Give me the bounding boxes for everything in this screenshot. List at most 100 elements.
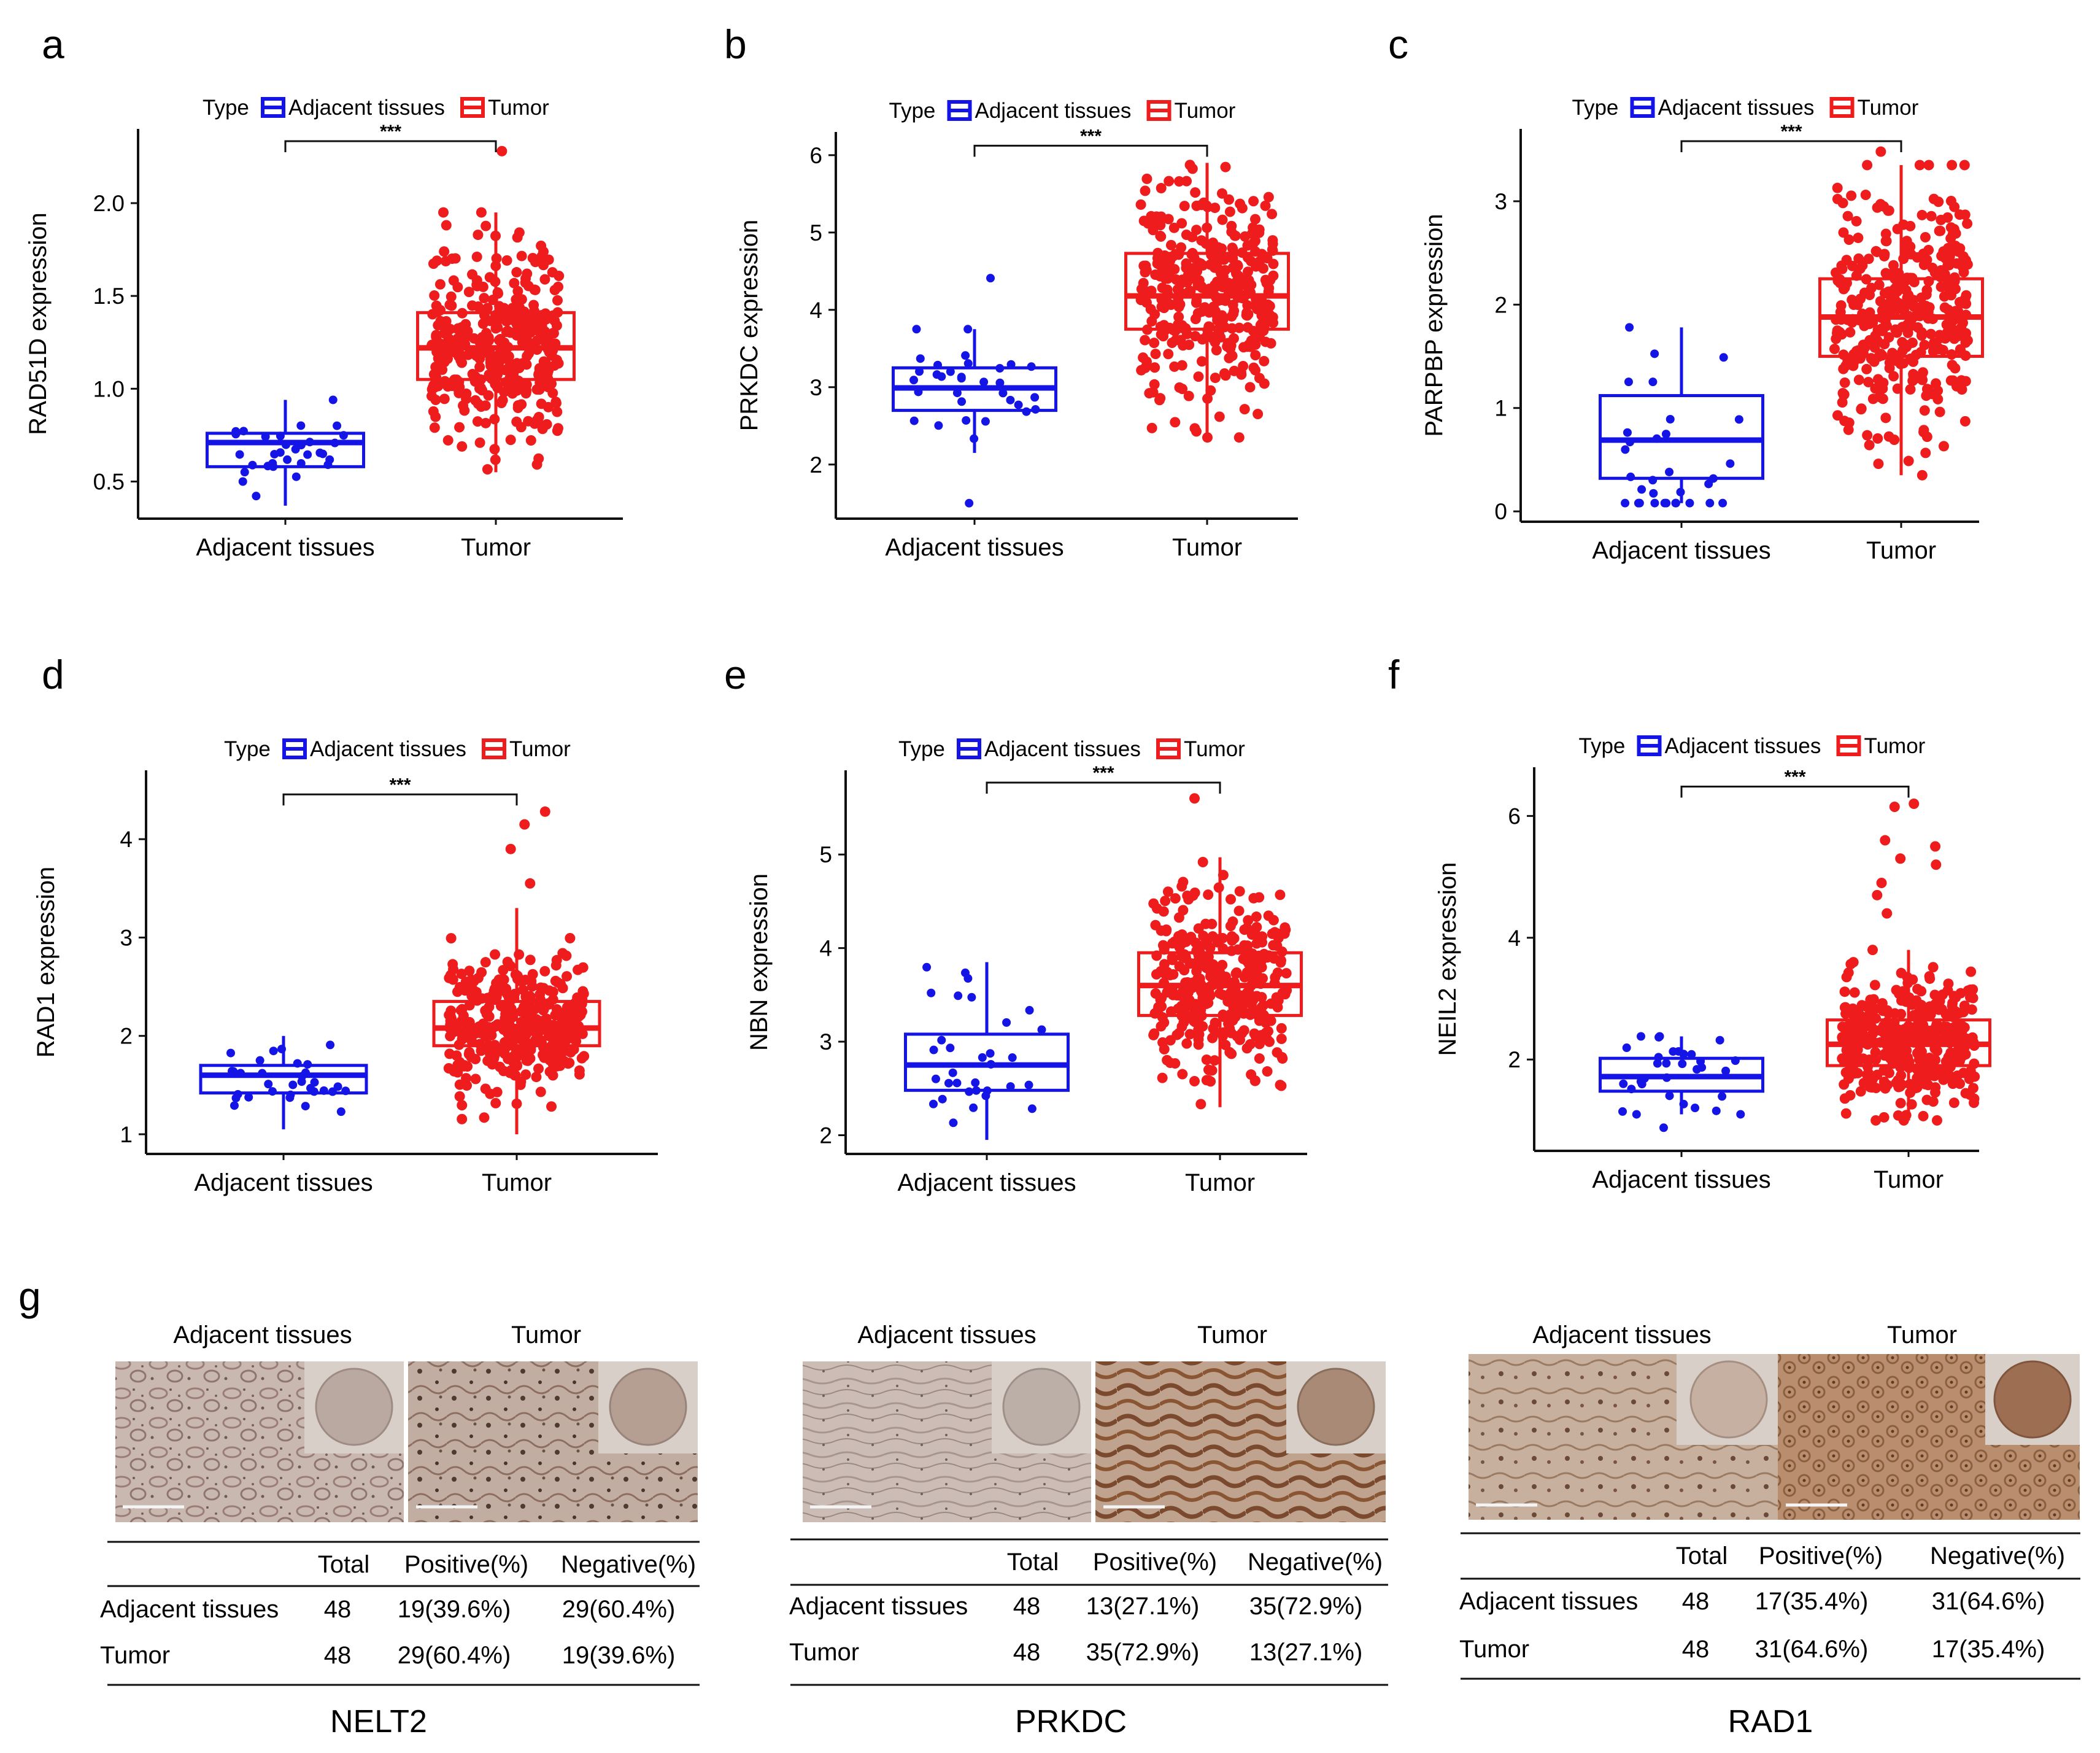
- data-point: [1154, 395, 1165, 406]
- data-point: [1661, 430, 1670, 439]
- y-tick-label: 5: [819, 842, 832, 867]
- data-point: [504, 312, 515, 323]
- data-point: [1924, 973, 1936, 984]
- y-tick-label: 3: [1494, 189, 1507, 214]
- data-point: [978, 1053, 987, 1062]
- ihc-group-prkdc: Adjacent tissues Tumor Total Positive(%)…: [789, 1322, 1388, 1739]
- data-point: [1855, 293, 1866, 304]
- significance-label: ***: [389, 775, 411, 795]
- data-point: [1705, 498, 1715, 508]
- data-point: [297, 1077, 306, 1086]
- data-point: [1856, 1029, 1867, 1040]
- data-point: [576, 1006, 587, 1017]
- data-point: [1227, 935, 1238, 946]
- data-point: [1140, 335, 1151, 346]
- data-point: [1202, 988, 1213, 999]
- data-point: [957, 397, 967, 406]
- data-point: [1947, 1055, 1958, 1066]
- data-point: [979, 377, 989, 387]
- data-point: [1158, 906, 1169, 917]
- data-point: [457, 357, 468, 368]
- panel-b-boxplot: b Type Adjacent tissues Tumor 2 3 4 5 6 PRKDC exp…: [724, 21, 1298, 561]
- data-point: [1863, 376, 1874, 387]
- data-point: [1874, 1025, 1885, 1036]
- data-point: [1925, 1009, 1936, 1020]
- data-point: [1917, 1068, 1928, 1079]
- data-point: [1226, 220, 1237, 231]
- data-point: [458, 1010, 469, 1021]
- legend-label-tumor: Tumor: [1858, 96, 1919, 120]
- data-point: [505, 1012, 516, 1023]
- data-point: [445, 1031, 456, 1042]
- data-point: [1665, 467, 1674, 476]
- data-point: [1254, 373, 1265, 384]
- y-tick-label: 2.0: [93, 191, 125, 216]
- data-point: [1913, 1006, 1924, 1017]
- box-adjacent: [904, 1032, 1070, 1092]
- data-point: [1190, 187, 1201, 198]
- data-point: [512, 325, 523, 336]
- data-point: [439, 393, 450, 404]
- data-point: [1248, 362, 1259, 373]
- data-point: [1238, 361, 1249, 372]
- data-point: [1936, 214, 1947, 225]
- data-point: [1849, 1045, 1860, 1056]
- data-point: [1905, 384, 1916, 395]
- data-point: [513, 298, 524, 309]
- data-point: [431, 255, 442, 266]
- data-point: [1197, 334, 1208, 345]
- data-point: [1959, 160, 1970, 171]
- data-point: [230, 1101, 239, 1110]
- data-point: [963, 325, 973, 334]
- data-point: [479, 1112, 490, 1123]
- data-point: [1872, 374, 1883, 385]
- data-point: [1916, 292, 1927, 303]
- data-point: [1898, 1115, 1909, 1126]
- ihc-image-label-tumor: Tumor: [511, 1322, 581, 1349]
- data-point: [1958, 266, 1969, 277]
- data-point: [1886, 268, 1897, 279]
- data-point: [1182, 277, 1193, 288]
- ihc-image-label-adjacent: Adjacent tissues: [1532, 1322, 1711, 1349]
- data-point: [296, 421, 306, 430]
- data-point: [937, 1035, 946, 1045]
- data-point: [1222, 338, 1233, 349]
- data-point: [1648, 377, 1658, 387]
- data-point: [981, 417, 990, 426]
- data-point: [235, 450, 244, 459]
- data-point: [552, 406, 563, 417]
- y-tick-label: 1.5: [93, 284, 125, 309]
- data-point: [1931, 1115, 1942, 1126]
- data-point: [1268, 915, 1279, 926]
- data-point: [1940, 333, 1951, 344]
- data-point: [445, 323, 456, 335]
- data-point: [1842, 211, 1853, 222]
- data-point: [1839, 1093, 1850, 1104]
- data-point: [525, 1053, 536, 1064]
- data-point: [456, 969, 467, 980]
- data-point: [1218, 972, 1229, 983]
- data-point: [1878, 250, 1890, 261]
- significance-label: ***: [1784, 767, 1805, 787]
- data-point: [1621, 498, 1630, 508]
- significance-label: ***: [1780, 122, 1802, 142]
- data-point: [498, 349, 509, 360]
- data-point: [1869, 980, 1880, 991]
- data-point: [1181, 229, 1192, 240]
- data-point: [1880, 412, 1891, 424]
- data-point: [1653, 1059, 1662, 1068]
- data-point: [1251, 930, 1262, 941]
- y-tick-label: 1.0: [93, 376, 125, 401]
- legend-label-adjacent: Adjacent tissues: [1658, 96, 1815, 120]
- data-point: [952, 389, 962, 398]
- data-point: [1888, 260, 1899, 271]
- data-point: [565, 933, 576, 944]
- x-tick-label: Tumor: [461, 534, 531, 561]
- data-point: [1838, 349, 1849, 360]
- data-point: [963, 359, 973, 368]
- data-point: [1276, 1034, 1287, 1045]
- data-point: [505, 1065, 516, 1076]
- data-point: [1880, 1033, 1891, 1044]
- data-point: [922, 962, 932, 972]
- data-point: [539, 966, 550, 977]
